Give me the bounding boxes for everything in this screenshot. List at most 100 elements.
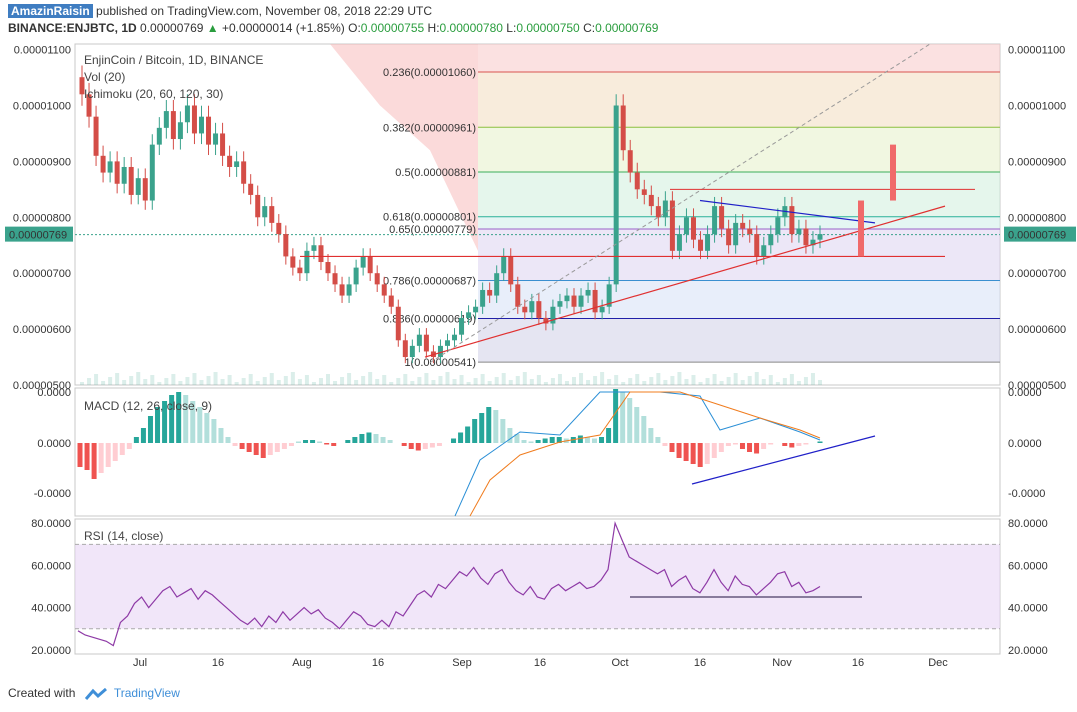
macd-histogram-bar [253,443,259,455]
volume-bar [712,374,717,385]
macd-histogram-bar [183,395,189,443]
fib-label: 0.886(0.00000619) [383,313,476,325]
macd-histogram-bar [789,443,795,448]
projection-bar-2 [890,144,896,201]
macd-histogram-bar [204,413,210,443]
last-price: 0.00000769 [140,21,204,35]
fib-band [478,280,1000,319]
candle-body [206,116,212,145]
macd-histogram-bar [465,426,471,443]
volume-bar [333,381,338,385]
volume-bar [677,372,682,385]
fib-band [478,216,1000,230]
candle-body [311,245,317,251]
volume-bar [164,378,169,385]
volume-bar [494,377,499,385]
macd-histogram-bar [331,443,337,446]
candle-body [768,234,774,246]
candle-body [810,239,816,246]
candle-body [374,273,380,285]
macd-histogram-bar [507,428,513,443]
candle-body [641,189,647,195]
tradingview-link[interactable]: TradingView [113,686,180,700]
price-tick-right: 0.00001000 [1008,100,1066,112]
candle-body [796,228,802,235]
volume-bar [199,380,204,385]
current-price-tag-left [5,226,73,242]
candle-body [740,222,746,229]
volume-bar [101,381,106,385]
macd-histogram-bar [577,435,583,443]
macd-histogram-bar [669,443,675,452]
macd-histogram-bar [211,419,217,443]
macd-histogram-bar [197,407,203,443]
macd-histogram-bar [218,428,224,443]
volume-bar [670,376,675,385]
volume-bar [304,375,309,385]
macd-histogram-bar [599,437,605,443]
candle-body [339,284,345,296]
macd-histogram-bar [535,440,541,443]
macd-histogram-bar [451,438,457,443]
volume-bar [691,375,696,385]
macd-histogram-bar [697,443,703,467]
up-arrow-icon: ▲ [206,21,219,35]
volume-bar [579,373,584,385]
candle-body [775,217,781,235]
candle-body [557,301,563,307]
x-axis-tick: Nov [772,657,792,669]
macd-histogram-bar [556,437,562,443]
volume-bar [178,381,183,385]
macd-trendline [691,435,876,485]
candle-body [669,200,675,251]
price-chart[interactable]: 0.236(0.00001060) 0.382(0.00000961) 0.5(0.… [0,40,1077,680]
volume-bar [663,380,668,385]
current-price-label-right: 0.00000769 [1008,230,1066,242]
volume-bar [213,372,218,385]
volume-bar [649,377,654,385]
volume-bar [810,373,815,385]
volume-bar [698,382,703,385]
candle-body [676,234,682,251]
macd-histogram-bar [634,407,640,443]
macd-tick-right: -0.0000 [1008,488,1045,500]
trendline-resistance [699,199,876,224]
candle-body [437,345,443,358]
candle-body [550,306,556,324]
volume-bar [262,377,267,385]
candle-body [803,228,809,246]
author-badge[interactable]: AmazinRaisin [8,4,93,18]
volume-bar [269,373,274,385]
fib-band [478,229,1000,281]
volume-bar [543,382,548,385]
candle-body [494,273,500,296]
macd-signal-line [469,391,821,517]
volume-bar [452,379,457,385]
macd-histogram-bar [803,443,809,445]
volume-bar [108,377,113,385]
volume-bar [297,379,302,385]
volume-bar [347,373,352,385]
low-label: L: [506,21,517,35]
volume-bar [501,373,506,385]
fib-label: 0.786(0.00000687) [383,275,476,287]
macd-histogram-bar [190,401,196,443]
volume-bar [318,378,323,385]
macd-histogram-bar [655,437,661,443]
close-value: 0.00000769 [595,21,659,35]
x-axis-tick: 16 [372,657,384,669]
rsi-tick-right: 20.0000 [1008,645,1048,657]
macd-histogram-bar [521,440,527,443]
x-axis-tick: 16 [694,657,706,669]
candle-body [585,289,591,296]
macd-histogram-bar [436,443,442,446]
volume-bar [775,382,780,385]
x-axis-tick: Oct [611,657,628,669]
candle-body [220,133,226,156]
macd-histogram-bar [422,443,428,449]
candle-body [353,267,359,285]
candle-body [662,200,668,218]
candle-body [733,222,739,246]
macd-histogram-bar [718,443,724,452]
candle-body [536,301,542,318]
